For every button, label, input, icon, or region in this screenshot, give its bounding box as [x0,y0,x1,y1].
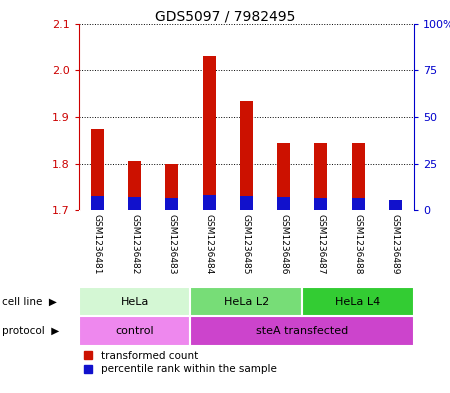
Bar [165,198,178,210]
Text: GSM1236485: GSM1236485 [242,214,251,275]
Text: GSM1236487: GSM1236487 [316,214,325,275]
Bar [277,143,290,210]
Text: GSM1236482: GSM1236482 [130,214,139,274]
Bar [240,196,253,210]
Bar [351,143,364,210]
Bar [165,163,178,210]
Text: control: control [115,326,154,336]
Text: GDS5097 / 7982495: GDS5097 / 7982495 [155,10,295,24]
Bar [128,197,141,210]
Bar [190,316,414,346]
Legend: transformed count, percentile rank within the sample: transformed count, percentile rank withi… [84,351,276,374]
Bar [79,316,190,346]
Bar [315,143,328,210]
Bar [389,200,402,210]
Bar [351,198,364,210]
Bar [79,287,190,316]
Bar [202,195,216,210]
Text: GSM1236486: GSM1236486 [279,214,288,275]
Text: GSM1236489: GSM1236489 [391,214,400,275]
Text: GSM1236483: GSM1236483 [167,214,176,275]
Text: GSM1236488: GSM1236488 [354,214,363,275]
Text: cell line  ▶: cell line ▶ [2,297,57,307]
Text: HeLa: HeLa [121,297,149,307]
Bar [91,129,104,210]
Bar [389,201,402,210]
Text: HeLa L4: HeLa L4 [336,297,381,307]
Text: GSM1236484: GSM1236484 [205,214,214,274]
Bar [202,56,216,210]
Text: HeLa L2: HeLa L2 [224,297,269,307]
Bar [240,101,253,210]
Bar [190,287,302,316]
Text: steA transfected: steA transfected [256,326,348,336]
Bar [91,196,104,210]
Bar [315,198,328,210]
Text: protocol  ▶: protocol ▶ [2,326,59,336]
Bar [277,197,290,210]
Bar [128,161,141,210]
Text: GSM1236481: GSM1236481 [93,214,102,275]
Bar [302,287,414,316]
